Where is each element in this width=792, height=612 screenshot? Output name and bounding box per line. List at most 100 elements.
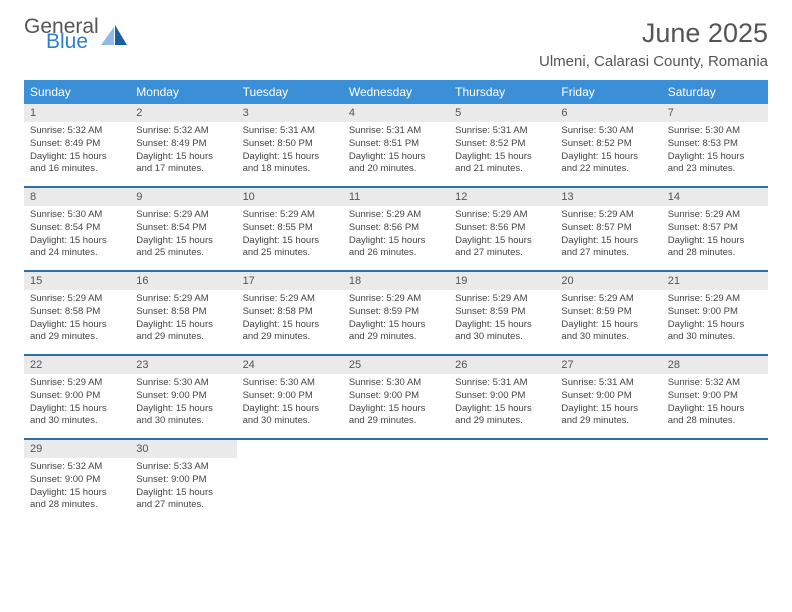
sunset-line: Sunset: 8:58 PM [243, 306, 337, 319]
calendar-week: 29Sunrise: 5:32 AMSunset: 9:00 PMDayligh… [24, 440, 768, 522]
sunset-line: Sunset: 8:49 PM [30, 138, 124, 151]
daylight-line-1: Daylight: 15 hours [668, 403, 762, 416]
daylight-line-2: and 27 minutes. [136, 499, 230, 512]
sunset-line: Sunset: 8:58 PM [136, 306, 230, 319]
daylight-line-2: and 29 minutes. [30, 331, 124, 344]
daylight-line-2: and 28 minutes. [30, 499, 124, 512]
daylight-line-1: Daylight: 15 hours [349, 235, 443, 248]
day-cell: 23Sunrise: 5:30 AMSunset: 9:00 PMDayligh… [130, 356, 236, 438]
day-body: Sunrise: 5:30 AMSunset: 9:00 PMDaylight:… [237, 374, 343, 434]
weekday-monday: Monday [130, 80, 236, 104]
sunset-line: Sunset: 8:56 PM [349, 222, 443, 235]
day-cell: 2Sunrise: 5:32 AMSunset: 8:49 PMDaylight… [130, 104, 236, 186]
day-number: 17 [237, 272, 343, 290]
sunrise-line: Sunrise: 5:29 AM [30, 293, 124, 306]
day-number: 16 [130, 272, 236, 290]
daylight-line-1: Daylight: 15 hours [30, 151, 124, 164]
daylight-line-2: and 29 minutes. [349, 331, 443, 344]
day-cell: 21Sunrise: 5:29 AMSunset: 9:00 PMDayligh… [662, 272, 768, 354]
daylight-line-2: and 29 minutes. [243, 331, 337, 344]
daylight-line-1: Daylight: 15 hours [30, 235, 124, 248]
day-body: Sunrise: 5:32 AMSunset: 9:00 PMDaylight:… [24, 458, 130, 518]
daylight-line-1: Daylight: 15 hours [30, 403, 124, 416]
daylight-line-2: and 27 minutes. [561, 247, 655, 260]
daylight-line-2: and 25 minutes. [243, 247, 337, 260]
logo-sail-icon [101, 25, 127, 45]
daylight-line-2: and 20 minutes. [349, 163, 443, 176]
sunset-line: Sunset: 9:00 PM [30, 390, 124, 403]
sunrise-line: Sunrise: 5:32 AM [30, 125, 124, 138]
day-body: Sunrise: 5:31 AMSunset: 8:51 PMDaylight:… [343, 122, 449, 182]
day-number: 26 [449, 356, 555, 374]
day-body: Sunrise: 5:32 AMSunset: 8:49 PMDaylight:… [130, 122, 236, 182]
day-body: Sunrise: 5:29 AMSunset: 8:56 PMDaylight:… [343, 206, 449, 266]
calendar-page: General Blue June 2025 Ulmeni, Calarasi … [0, 0, 792, 540]
day-body: Sunrise: 5:30 AMSunset: 8:53 PMDaylight:… [662, 122, 768, 182]
daylight-line-2: and 30 minutes. [455, 331, 549, 344]
day-cell: 30Sunrise: 5:33 AMSunset: 9:00 PMDayligh… [130, 440, 236, 522]
sunrise-line: Sunrise: 5:32 AM [136, 125, 230, 138]
daylight-line-2: and 28 minutes. [668, 247, 762, 260]
day-number: 27 [555, 356, 661, 374]
day-number: 9 [130, 188, 236, 206]
day-cell: 16Sunrise: 5:29 AMSunset: 8:58 PMDayligh… [130, 272, 236, 354]
day-number: 21 [662, 272, 768, 290]
day-number: 22 [24, 356, 130, 374]
day-number: 30 [130, 440, 236, 458]
day-cell: 24Sunrise: 5:30 AMSunset: 9:00 PMDayligh… [237, 356, 343, 438]
sunset-line: Sunset: 8:57 PM [668, 222, 762, 235]
day-body: Sunrise: 5:31 AMSunset: 9:00 PMDaylight:… [555, 374, 661, 434]
daylight-line-1: Daylight: 15 hours [30, 319, 124, 332]
sunset-line: Sunset: 9:00 PM [30, 474, 124, 487]
sunrise-line: Sunrise: 5:29 AM [136, 293, 230, 306]
day-body: Sunrise: 5:30 AMSunset: 9:00 PMDaylight:… [343, 374, 449, 434]
daylight-line-1: Daylight: 15 hours [561, 151, 655, 164]
sunset-line: Sunset: 9:00 PM [136, 474, 230, 487]
day-cell: 19Sunrise: 5:29 AMSunset: 8:59 PMDayligh… [449, 272, 555, 354]
day-cell [662, 440, 768, 522]
day-body: Sunrise: 5:32 AMSunset: 9:00 PMDaylight:… [662, 374, 768, 434]
day-cell: 5Sunrise: 5:31 AMSunset: 8:52 PMDaylight… [449, 104, 555, 186]
sunrise-line: Sunrise: 5:30 AM [136, 377, 230, 390]
daylight-line-1: Daylight: 15 hours [136, 403, 230, 416]
day-number: 8 [24, 188, 130, 206]
weekday-friday: Friday [555, 80, 661, 104]
day-number: 3 [237, 104, 343, 122]
day-number: 28 [662, 356, 768, 374]
sunset-line: Sunset: 8:54 PM [30, 222, 124, 235]
day-number: 25 [343, 356, 449, 374]
day-cell [237, 440, 343, 522]
daylight-line-1: Daylight: 15 hours [30, 487, 124, 500]
sunrise-line: Sunrise: 5:30 AM [30, 209, 124, 222]
day-cell: 13Sunrise: 5:29 AMSunset: 8:57 PMDayligh… [555, 188, 661, 270]
daylight-line-2: and 17 minutes. [136, 163, 230, 176]
daylight-line-1: Daylight: 15 hours [243, 151, 337, 164]
daylight-line-2: and 30 minutes. [243, 415, 337, 428]
daylight-line-1: Daylight: 15 hours [349, 319, 443, 332]
day-number: 2 [130, 104, 236, 122]
day-body: Sunrise: 5:30 AMSunset: 9:00 PMDaylight:… [130, 374, 236, 434]
daylight-line-2: and 29 minutes. [349, 415, 443, 428]
sunset-line: Sunset: 8:50 PM [243, 138, 337, 151]
sunset-line: Sunset: 9:00 PM [668, 390, 762, 403]
sunset-line: Sunset: 8:58 PM [30, 306, 124, 319]
daylight-line-2: and 29 minutes. [561, 415, 655, 428]
sunrise-line: Sunrise: 5:30 AM [561, 125, 655, 138]
day-cell: 7Sunrise: 5:30 AMSunset: 8:53 PMDaylight… [662, 104, 768, 186]
daylight-line-2: and 26 minutes. [349, 247, 443, 260]
sunset-line: Sunset: 9:00 PM [349, 390, 443, 403]
sunrise-line: Sunrise: 5:29 AM [668, 209, 762, 222]
sunrise-line: Sunrise: 5:29 AM [243, 209, 337, 222]
day-cell: 14Sunrise: 5:29 AMSunset: 8:57 PMDayligh… [662, 188, 768, 270]
day-body: Sunrise: 5:29 AMSunset: 8:58 PMDaylight:… [130, 290, 236, 350]
day-number: 5 [449, 104, 555, 122]
month-title: June 2025 [539, 18, 768, 49]
daylight-line-2: and 28 minutes. [668, 415, 762, 428]
day-body: Sunrise: 5:29 AMSunset: 8:55 PMDaylight:… [237, 206, 343, 266]
sunrise-line: Sunrise: 5:30 AM [349, 377, 443, 390]
day-body: Sunrise: 5:31 AMSunset: 8:50 PMDaylight:… [237, 122, 343, 182]
sunrise-line: Sunrise: 5:29 AM [349, 209, 443, 222]
daylight-line-1: Daylight: 15 hours [243, 319, 337, 332]
daylight-line-2: and 21 minutes. [455, 163, 549, 176]
day-body: Sunrise: 5:32 AMSunset: 8:49 PMDaylight:… [24, 122, 130, 182]
